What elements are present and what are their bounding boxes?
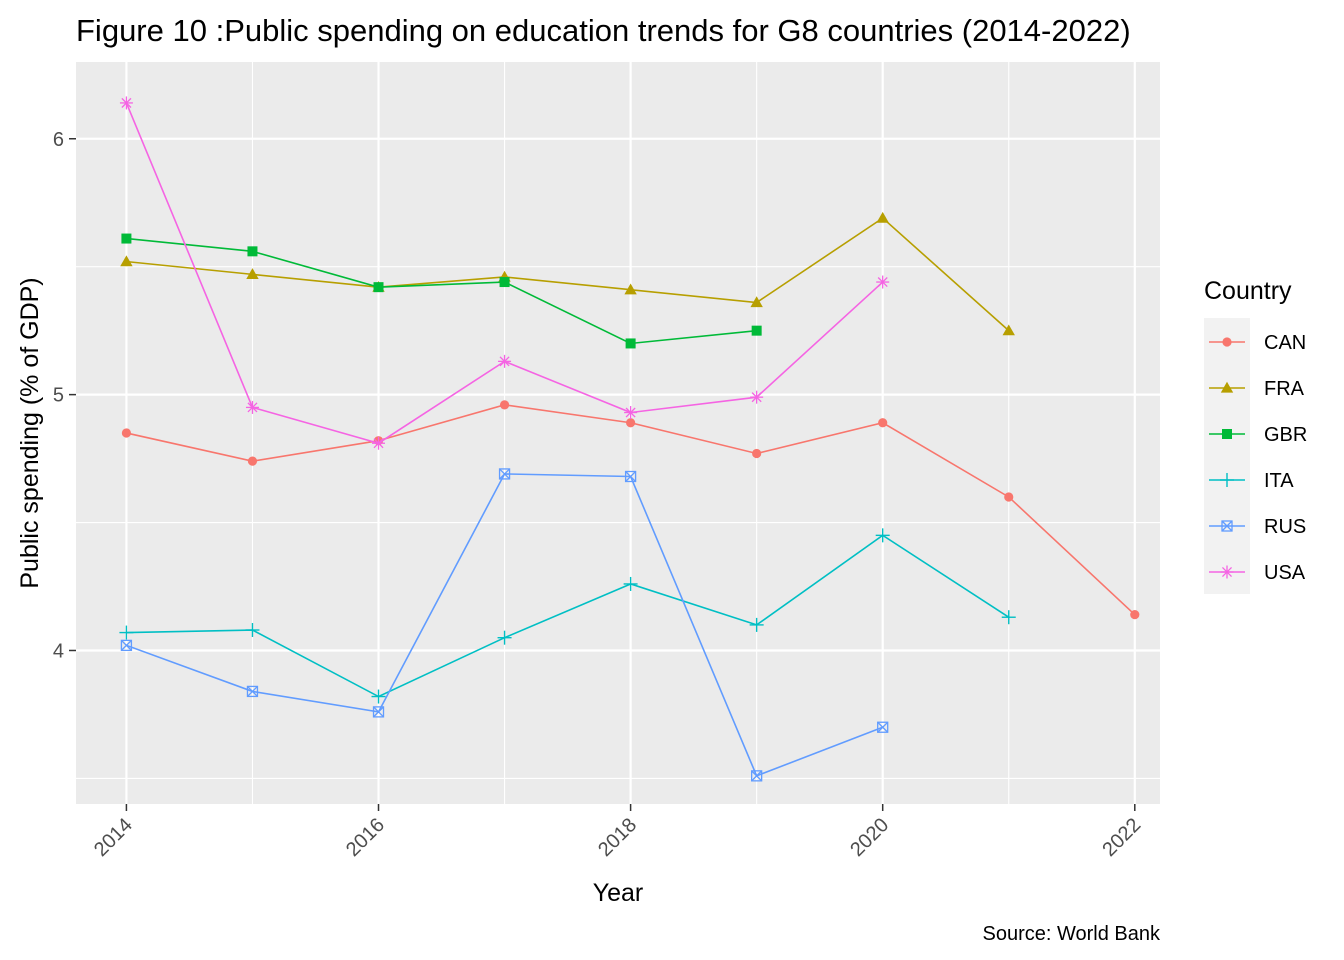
data-point xyxy=(499,400,510,410)
series-fra xyxy=(120,211,1015,336)
legend-label: FRA xyxy=(1264,378,1305,400)
data-point xyxy=(626,418,636,428)
data-point xyxy=(1221,520,1233,532)
data-point xyxy=(1004,492,1014,502)
y-axis-title: Public spending (% of GDP) xyxy=(16,277,44,588)
data-point xyxy=(752,448,762,459)
x-tick-label: 2014 xyxy=(90,814,137,861)
data-point xyxy=(624,470,637,483)
data-point xyxy=(373,282,384,293)
chart-caption: Source: World Bank xyxy=(983,923,1161,945)
data-point xyxy=(1222,429,1232,439)
data-point xyxy=(1130,610,1140,620)
legend-key-background xyxy=(1204,318,1250,594)
data-point xyxy=(121,428,132,438)
data-point xyxy=(119,625,134,640)
data-point xyxy=(120,255,133,267)
data-point xyxy=(371,689,386,704)
data-point xyxy=(624,406,638,420)
data-point xyxy=(625,338,636,349)
data-point xyxy=(497,630,512,645)
series-line xyxy=(126,534,1010,698)
series-rus xyxy=(120,468,889,782)
data-point xyxy=(246,268,259,280)
data-point xyxy=(750,296,763,308)
legend: Country CAN FRA GBR ITA RUS USA xyxy=(1204,277,1307,594)
minor-gridlines xyxy=(76,62,1160,804)
data-point xyxy=(1222,337,1232,347)
data-point xyxy=(247,246,258,257)
x-tick-label: 2018 xyxy=(594,814,641,861)
legend-title: Country xyxy=(1204,277,1292,305)
data-point xyxy=(247,456,258,466)
data-point xyxy=(372,706,385,718)
legend-label: USA xyxy=(1264,562,1306,584)
chart-title: Figure 10 :Public spending on education … xyxy=(76,13,1131,48)
series-gbr xyxy=(121,233,762,349)
data-point xyxy=(751,325,762,336)
data-point xyxy=(876,211,889,223)
legend-label: GBR xyxy=(1264,424,1307,446)
data-point xyxy=(245,623,260,638)
data-point xyxy=(750,390,764,404)
x-tick-label: 2022 xyxy=(1098,814,1145,861)
data-point xyxy=(1220,473,1234,487)
data-point xyxy=(499,277,510,288)
legend-item-can: CAN xyxy=(1209,332,1306,354)
legend-label: RUS xyxy=(1264,516,1306,538)
legend-label: ITA xyxy=(1264,470,1294,492)
legend-item-usa: USA xyxy=(1209,562,1306,584)
data-point xyxy=(1220,381,1234,393)
x-axis: 2014 2016 2018 2020 2022 xyxy=(90,804,1145,861)
data-point xyxy=(498,468,511,480)
series-ita xyxy=(119,528,1016,704)
data-point xyxy=(245,400,259,414)
series-line xyxy=(126,237,757,345)
data-point xyxy=(624,283,637,295)
data-point xyxy=(623,576,638,591)
data-point xyxy=(751,770,763,782)
x-axis-title: Year xyxy=(593,879,644,907)
data-point xyxy=(876,275,890,289)
series-line xyxy=(126,217,1010,332)
data-point xyxy=(246,685,259,698)
data-point xyxy=(372,436,386,450)
y-tick-label: 5 xyxy=(53,385,64,407)
y-axis: 4 5 6 xyxy=(53,129,76,662)
major-gridlines xyxy=(76,62,1160,804)
data-point xyxy=(875,528,890,543)
data-point xyxy=(749,617,764,632)
plot-panel xyxy=(76,62,1160,804)
legend-item-gbr: GBR xyxy=(1209,424,1307,446)
data-point xyxy=(120,639,133,652)
legend-item-ita: ITA xyxy=(1209,470,1294,492)
data-point xyxy=(1002,324,1015,336)
data-point xyxy=(498,354,512,368)
data-point xyxy=(119,96,133,110)
series-can xyxy=(121,400,1140,620)
x-tick-label: 2020 xyxy=(846,814,893,861)
x-tick-label: 2016 xyxy=(342,814,389,861)
series-usa xyxy=(119,96,890,450)
legend-item-fra: FRA xyxy=(1209,378,1305,400)
legend-item-rus: RUS xyxy=(1209,516,1306,538)
data-point xyxy=(877,721,889,733)
data-point xyxy=(1220,565,1234,579)
legend-label: CAN xyxy=(1264,332,1306,354)
series-layer xyxy=(119,96,1140,782)
y-tick-label: 4 xyxy=(53,640,64,662)
data-point xyxy=(878,418,888,428)
data-point xyxy=(121,233,132,244)
data-point xyxy=(1001,610,1016,625)
y-tick-label: 6 xyxy=(53,129,64,151)
